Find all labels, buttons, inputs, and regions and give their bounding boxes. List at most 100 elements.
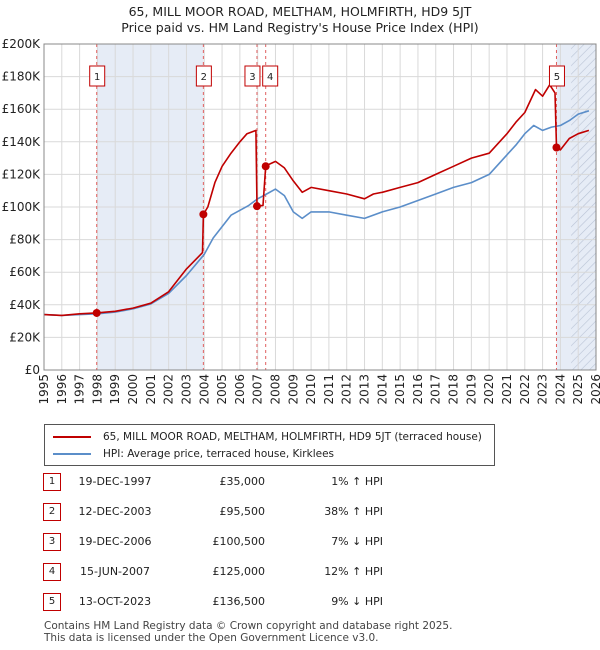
sale-price: £35,000: [219, 475, 266, 488]
legend-item-hpi: HPI: Average price, terraced house, Kirk…: [53, 445, 334, 463]
x-tick-label: 1997: [73, 374, 87, 405]
x-tick-label: 2007: [251, 374, 265, 405]
sale-price: £95,500: [219, 505, 266, 518]
table-row: 5 13-OCT-2023 £136,500 9% ↓ HPI: [43, 592, 463, 612]
marker-number: 5: [554, 72, 560, 83]
sale-point: [261, 162, 270, 171]
x-tick-label: 2023: [536, 374, 550, 405]
marker-number: 3: [249, 72, 255, 83]
marker-box: [89, 65, 106, 87]
y-tick-label: £200K: [2, 37, 42, 51]
y-tick-label: £180K: [2, 70, 42, 84]
marker-badge: 5: [43, 593, 61, 611]
hpi-line: [43, 110, 590, 317]
x-tick-label: 1999: [108, 374, 122, 405]
chart-subtitle: Price paid vs. HM Land Registry's House …: [121, 20, 479, 35]
x-tick-label: 2000: [126, 374, 140, 405]
marker-number: 4: [267, 72, 273, 83]
marker-box: [548, 65, 565, 87]
x-tick-label: 2006: [233, 374, 247, 405]
x-tick-label: 2017: [429, 374, 443, 405]
marker-number: 1: [94, 72, 100, 83]
sale-price: £100,500: [212, 535, 266, 548]
price-chart: 1 2 3 4 5 £0 £20K £40K £60K £80K £100K £120K £140K £1…: [2, 37, 600, 405]
marker-label-2: 2: [195, 65, 212, 87]
hpi-comparison: 12% ↑ HPI: [324, 565, 383, 578]
x-tick-label: 2005: [215, 374, 229, 405]
x-tick-label: 2009: [286, 374, 300, 405]
marker-label-4: 4: [262, 65, 279, 87]
sale-date: 12-DEC-2003: [78, 505, 152, 518]
marker-badge: 3: [43, 533, 61, 551]
legend-label-hpi: HPI: Average price, terraced house, Kirk…: [103, 448, 335, 460]
plot-border: [43, 43, 597, 371]
x-tick-label: 2016: [411, 374, 425, 405]
marker-box: [262, 65, 279, 87]
sale-point: [92, 308, 101, 317]
y-tick-label: £100K: [2, 200, 42, 214]
marker-number: 2: [201, 72, 207, 83]
y-tick-label: £40K: [9, 298, 41, 312]
x-tick-label: 2011: [322, 374, 336, 405]
table-row: 2 12-DEC-2003 £95,500 38% ↑ HPI: [43, 502, 463, 522]
x-tick-label: 2001: [144, 374, 158, 405]
sale-date: 19-DEC-2006: [78, 535, 152, 548]
marker-badge: 2: [43, 503, 61, 521]
x-tick-label: 1995: [37, 374, 51, 405]
marker-badge: 4: [43, 563, 61, 581]
footer-licence: This data is licensed under the Open Gov…: [44, 632, 379, 644]
sale-point: [252, 202, 261, 211]
marker-badge: 1: [43, 473, 61, 491]
y-tick-label: £140K: [2, 135, 42, 149]
y-tick-label: £20K: [9, 330, 41, 344]
x-tick-label: 2002: [162, 374, 176, 405]
x-tick-label: 1998: [90, 374, 104, 405]
marker-label-3: 3: [244, 65, 261, 87]
x-tick-label: 2014: [375, 374, 389, 405]
y-tick-label: £60K: [9, 265, 41, 279]
marker-box: [195, 65, 212, 87]
sale-point: [199, 210, 208, 219]
marker-label-1: 1: [89, 65, 106, 87]
table-row: 1 19-DEC-1997 £35,000 1% ↑ HPI: [43, 472, 463, 492]
x-tick-label: 2008: [268, 374, 282, 405]
x-tick-label: 2024: [553, 374, 567, 405]
marker-box: [244, 65, 261, 87]
x-tick-label: 2022: [518, 374, 532, 405]
hpi-comparison: 38% ↑ HPI: [324, 505, 383, 518]
sale-date: 15-JUN-2007: [79, 565, 151, 578]
y-tick-label: £160K: [2, 102, 42, 116]
y-tick-label: £0: [25, 363, 40, 377]
legend-swatch-hpi: [53, 453, 91, 455]
x-tick-label: 2004: [197, 374, 211, 405]
sale-price: £125,000: [212, 565, 266, 578]
x-tick-label: 1996: [55, 374, 69, 405]
footer-copyright: Contains HM Land Registry data © Crown c…: [44, 620, 453, 632]
y-tick-label: £80K: [9, 233, 41, 247]
hpi-comparison: 7% ↓ HPI: [331, 535, 383, 548]
x-tick-label: 2012: [340, 374, 354, 405]
legend: 65, MILL MOOR ROAD, MELTHAM, HOLMFIRTH, …: [44, 424, 495, 466]
x-tick-label: 2026: [589, 374, 600, 405]
sale-date: 13-OCT-2023: [78, 595, 152, 608]
legend-swatch-property: [53, 436, 91, 438]
property-price-line: [43, 84, 590, 317]
hpi-comparison: 1% ↑ HPI: [331, 475, 383, 488]
x-tick-label: 2015: [393, 374, 407, 405]
table-row: 3 19-DEC-2006 £100,500 7% ↓ HPI: [43, 532, 463, 552]
x-tick-label: 2018: [447, 374, 461, 405]
x-tick-label: 2010: [304, 374, 318, 405]
y-tick-label: £120K: [2, 167, 42, 181]
x-tick-label: 2021: [500, 374, 514, 405]
legend-item-property: 65, MILL MOOR ROAD, MELTHAM, HOLMFIRTH, …: [53, 428, 482, 446]
chart-title: 65, MILL MOOR ROAD, MELTHAM, HOLMFIRTH, …: [128, 4, 472, 19]
hpi-comparison: 9% ↓ HPI: [331, 595, 383, 608]
x-tick-label: 2020: [482, 374, 496, 405]
sale-date: 19-DEC-1997: [78, 475, 152, 488]
sale-point: [552, 143, 561, 152]
sale-price: £136,500: [212, 595, 266, 608]
x-tick-label: 2025: [571, 374, 585, 405]
marker-label-5: 5: [548, 65, 565, 87]
table-row: 4 15-JUN-2007 £125,000 12% ↑ HPI: [43, 562, 463, 582]
x-tick-label: 2003: [179, 374, 193, 405]
